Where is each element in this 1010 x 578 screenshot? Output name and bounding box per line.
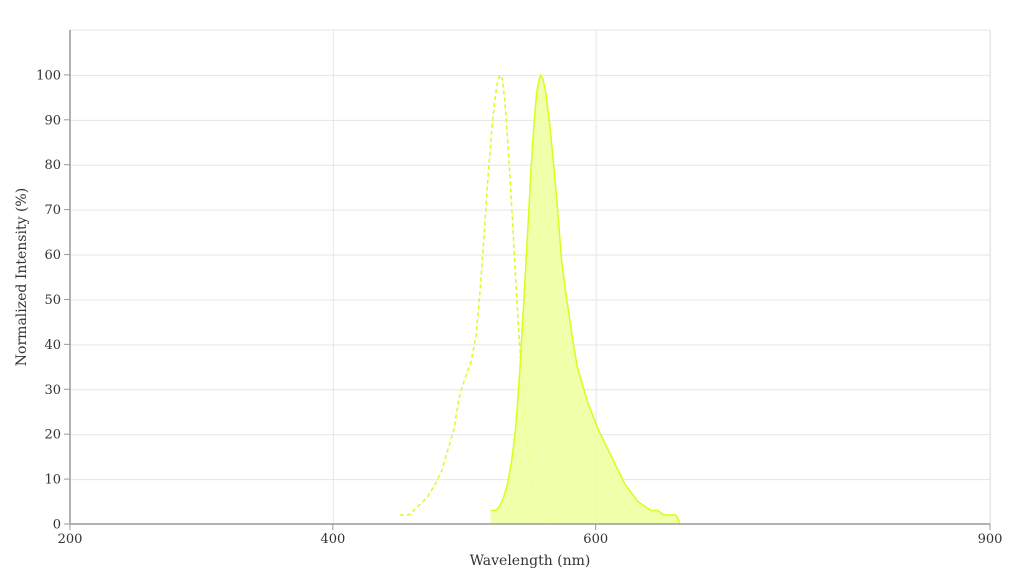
x-tick-label-900: 900 [978,532,1003,547]
x-tick-label-200: 200 [58,532,83,547]
series-1-area [490,74,680,525]
y-tick-label-40: 40 [44,338,61,353]
y-tick-label-70: 70 [44,203,61,218]
y-tick-label-0: 0 [53,518,61,533]
y-tick-label-10: 10 [44,473,61,488]
series-0-line [399,74,555,525]
y-tick-label-80: 80 [44,158,61,173]
x-tick-label-400: 400 [320,532,345,547]
y-tick-label-100: 100 [36,68,61,83]
y-tick-label-30: 30 [44,383,61,398]
y-tick-label-90: 90 [44,113,61,128]
y-tick-label-20: 20 [44,428,61,443]
axes: 0 10 20 30 40 50 60 70 80 90 100 200 400 600 900 [36,30,1002,547]
x-tick-label-600: 600 [583,532,608,547]
y-tick-label-60: 60 [44,248,61,263]
y-tick-label-50: 50 [44,293,61,308]
x-axis-title: Wavelength (nm) [470,553,591,569]
series-layer [399,74,681,525]
y-axis-title: Normalized Intensity (%) [14,188,30,366]
series-1-line [490,74,681,525]
